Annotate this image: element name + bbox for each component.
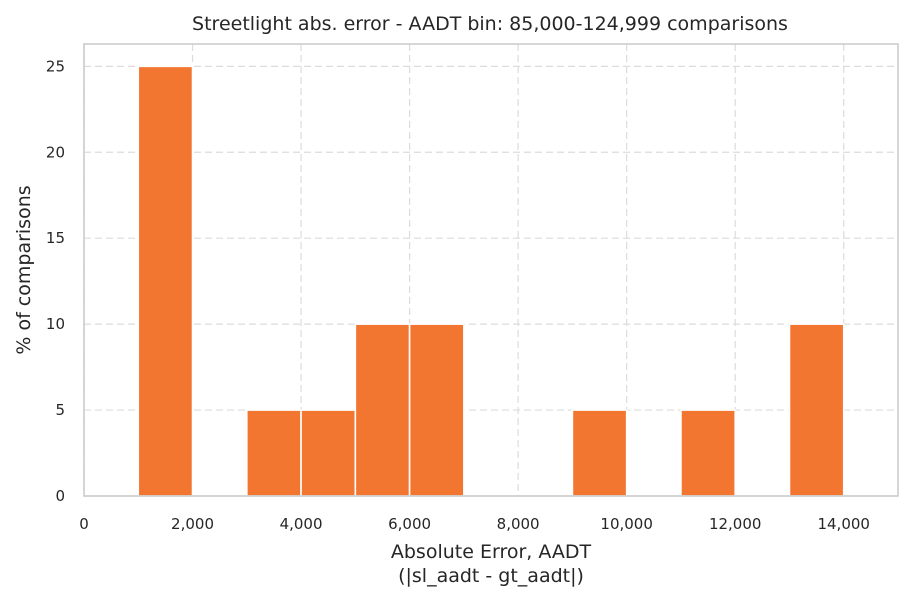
x-tick-label: 6,000	[388, 515, 431, 533]
y-tick-label: 15	[46, 229, 65, 247]
histogram-bar	[788, 323, 845, 497]
histogram-bar	[354, 323, 411, 497]
x-tick-label: 8,000	[497, 515, 540, 533]
y-tick-label: 25	[46, 57, 65, 75]
x-tick-label: 2,000	[171, 515, 214, 533]
x-tick-labels: 0 2,000 4,000 6,000 8,000 10,000 12,000 14,000	[79, 515, 870, 533]
histogram-bar	[300, 409, 357, 497]
y-tick-label: 20	[46, 143, 65, 161]
y-tick-label: 10	[46, 315, 65, 333]
histogram-bar	[137, 65, 194, 497]
histogram-bar	[680, 409, 737, 497]
y-tick-label: 5	[55, 401, 65, 419]
x-tick-label: 0	[79, 515, 89, 533]
histogram-bar	[246, 409, 302, 497]
y-axis-label: % of comparisons	[13, 185, 35, 354]
x-tick-label: 14,000	[817, 515, 870, 533]
bars-layer	[137, 65, 845, 497]
x-tick-label: 12,000	[709, 515, 762, 533]
y-tick-labels: 0 5 10 15 20 25	[46, 57, 65, 505]
x-axis-label-line2: (|sl_aadt - gt_aadt|)	[398, 565, 584, 587]
x-axis-label-line1: Absolute Error, AADT	[391, 541, 592, 563]
y-tick-label: 0	[55, 487, 65, 505]
chart-title: Streetlight abs. error - AADT bin: 85,00…	[192, 13, 788, 35]
x-tick-label: 4,000	[280, 515, 323, 533]
histogram-bar	[408, 323, 465, 497]
histogram-bar	[571, 409, 628, 497]
x-tick-label: 10,000	[600, 515, 653, 533]
grid-layer	[83, 44, 898, 497]
plot-frame	[83, 43, 899, 497]
